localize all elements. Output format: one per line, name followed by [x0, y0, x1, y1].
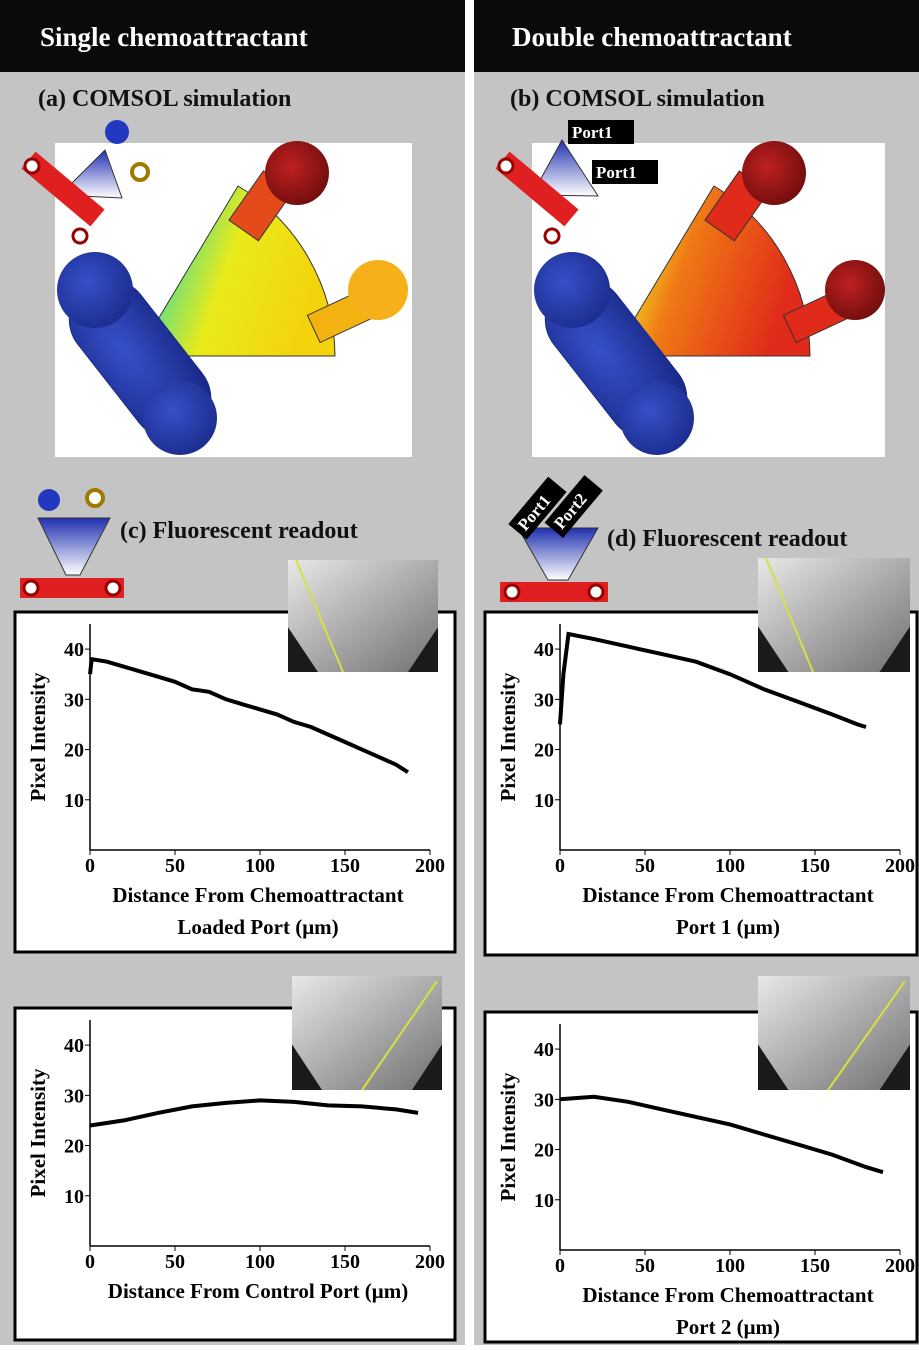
- y-tick-label: 10: [534, 790, 554, 812]
- x-tick-label: 200: [415, 855, 445, 877]
- column-header: Double chemoattractant: [512, 22, 792, 52]
- x-tick-label: 200: [885, 855, 915, 877]
- simulation-right: Port1 Port1: [495, 120, 885, 457]
- panel-label: (a) COMSOL simulation: [38, 86, 291, 112]
- figure: Single chemoattractant Double chemoattra…: [0, 0, 919, 1345]
- y-tick-label: 40: [534, 1039, 554, 1061]
- x-axis-label: Distance From Chemoattractant: [582, 1283, 873, 1307]
- x-tick-label: 200: [885, 1255, 915, 1277]
- y-tick-label: 20: [534, 1140, 554, 1162]
- x-axis-label: Distance From Control Port (μm): [108, 1279, 408, 1303]
- y-axis-label: Pixel Intensity: [26, 1068, 50, 1197]
- x-tick-label: 100: [715, 1255, 745, 1277]
- x-tick-label: 200: [415, 1251, 445, 1273]
- divider: [465, 0, 474, 1345]
- x-axis-label: Distance From Chemoattractant: [112, 883, 403, 907]
- simulation-left: [21, 120, 412, 457]
- y-tick-label: 40: [64, 639, 84, 661]
- x-tick-label: 150: [800, 855, 830, 877]
- y-tick-label: 10: [64, 1186, 84, 1208]
- y-tick-label: 30: [534, 689, 554, 711]
- y-tick-label: 20: [534, 740, 554, 762]
- x-tick-label: 100: [245, 1251, 275, 1273]
- y-tick-label: 30: [64, 689, 84, 711]
- x-tick-label: 100: [245, 855, 275, 877]
- y-tick-label: 20: [64, 740, 84, 762]
- x-tick-label: 0: [85, 1251, 95, 1273]
- x-tick-label: 50: [165, 855, 185, 877]
- x-axis-label: Loaded Port (μm): [177, 915, 338, 939]
- x-tick-label: 150: [330, 1251, 360, 1273]
- x-axis-label: Port 1 (μm): [676, 915, 780, 939]
- y-tick-label: 30: [64, 1085, 84, 1107]
- port-label: Port1: [572, 123, 613, 142]
- x-tick-label: 50: [635, 1255, 655, 1277]
- x-tick-label: 100: [715, 855, 745, 877]
- inset-image: [292, 976, 442, 1090]
- x-tick-label: 50: [635, 855, 655, 877]
- x-axis-label: Port 2 (μm): [676, 1315, 780, 1339]
- x-axis-label: Distance From Chemoattractant: [582, 883, 873, 907]
- inset-image: [758, 976, 910, 1090]
- x-tick-label: 0: [85, 855, 95, 877]
- x-tick-label: 150: [800, 1255, 830, 1277]
- x-tick-label: 150: [330, 855, 360, 877]
- y-tick-label: 40: [534, 639, 554, 661]
- y-axis-label: Pixel Intensity: [496, 672, 520, 801]
- y-axis-label: Pixel Intensity: [26, 672, 50, 801]
- x-tick-label: 0: [555, 855, 565, 877]
- y-tick-label: 10: [64, 790, 84, 812]
- inset-image: [288, 560, 438, 672]
- y-tick-label: 10: [534, 1190, 554, 1212]
- panel-label: (d) Fluorescent readout: [607, 526, 847, 552]
- column-header: Single chemoattractant: [40, 22, 308, 52]
- x-tick-label: 0: [555, 1255, 565, 1277]
- panel-label: (c) Fluorescent readout: [120, 518, 358, 544]
- port-label: Port1: [596, 163, 637, 182]
- y-tick-label: 40: [64, 1035, 84, 1057]
- y-axis-label: Pixel Intensity: [496, 1072, 520, 1201]
- inset-image: [758, 558, 910, 672]
- x-tick-label: 50: [165, 1251, 185, 1273]
- y-tick-label: 30: [534, 1089, 554, 1111]
- y-tick-label: 20: [64, 1136, 84, 1158]
- panel-label: (b) COMSOL simulation: [510, 86, 765, 112]
